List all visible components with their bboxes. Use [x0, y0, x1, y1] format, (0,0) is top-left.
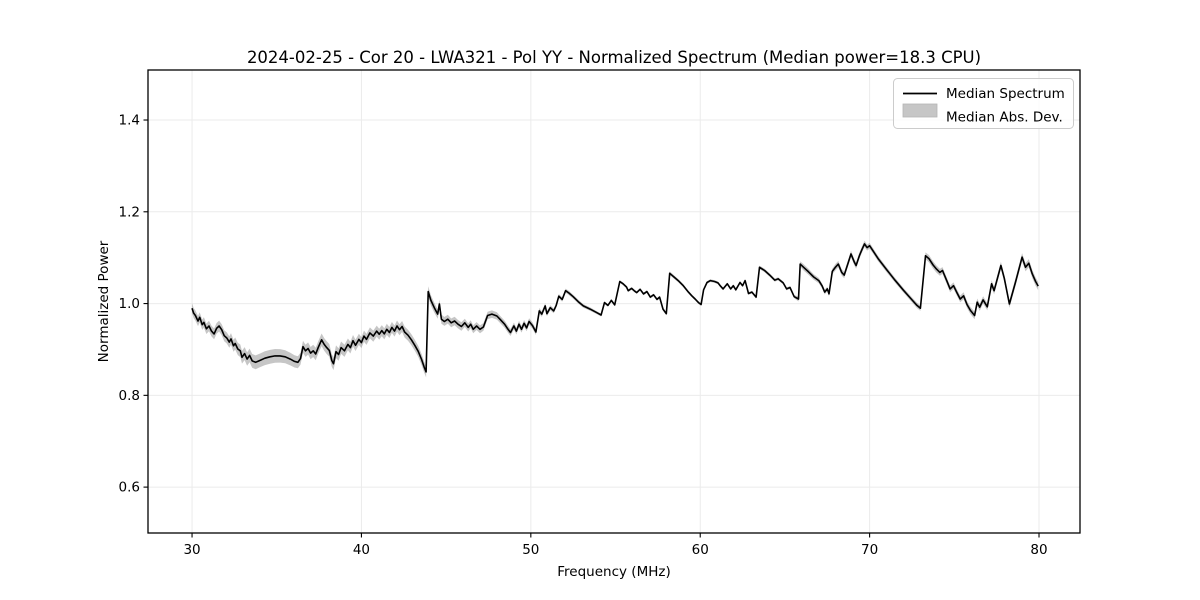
legend-label-mad: Median Abs. Dev. — [946, 110, 1063, 126]
axis-ticks: 30 40 50 60 70 80 0.6 0.8 1.0 1.2 1.4 — [119, 113, 1048, 558]
legend-patch-sample — [902, 103, 938, 118]
legend: Median Spectrum Median Abs. Dev. — [893, 78, 1074, 129]
plot-title: 2024-02-25 - Cor 20 - LWA321 - Pol YY - … — [247, 48, 981, 67]
median-spectrum-line — [191, 243, 1039, 373]
legend-box — [893, 78, 1074, 129]
x-tick-label: 30 — [183, 542, 200, 558]
y-tick-label: 1.4 — [119, 113, 140, 129]
x-tick-label: 60 — [692, 542, 709, 558]
x-tick-label: 70 — [861, 542, 878, 558]
plot-border — [147, 69, 1081, 534]
y-tick-label: 1.2 — [119, 204, 140, 220]
grid-lines — [148, 70, 1080, 533]
x-tick-label: 40 — [353, 542, 370, 558]
y-tick-label: 0.6 — [119, 480, 140, 496]
y-tick-label: 0.8 — [119, 388, 140, 404]
y-tick-label: 1.0 — [119, 296, 140, 312]
x-tick-label: 50 — [522, 542, 539, 558]
y-axis-label: Normalized Power — [96, 240, 112, 362]
mad-band — [192, 240, 1039, 378]
legend-label-median-spectrum: Median Spectrum — [946, 86, 1065, 102]
x-axis-label: Frequency (MHz) — [557, 564, 670, 580]
x-tick-label: 80 — [1030, 542, 1047, 558]
